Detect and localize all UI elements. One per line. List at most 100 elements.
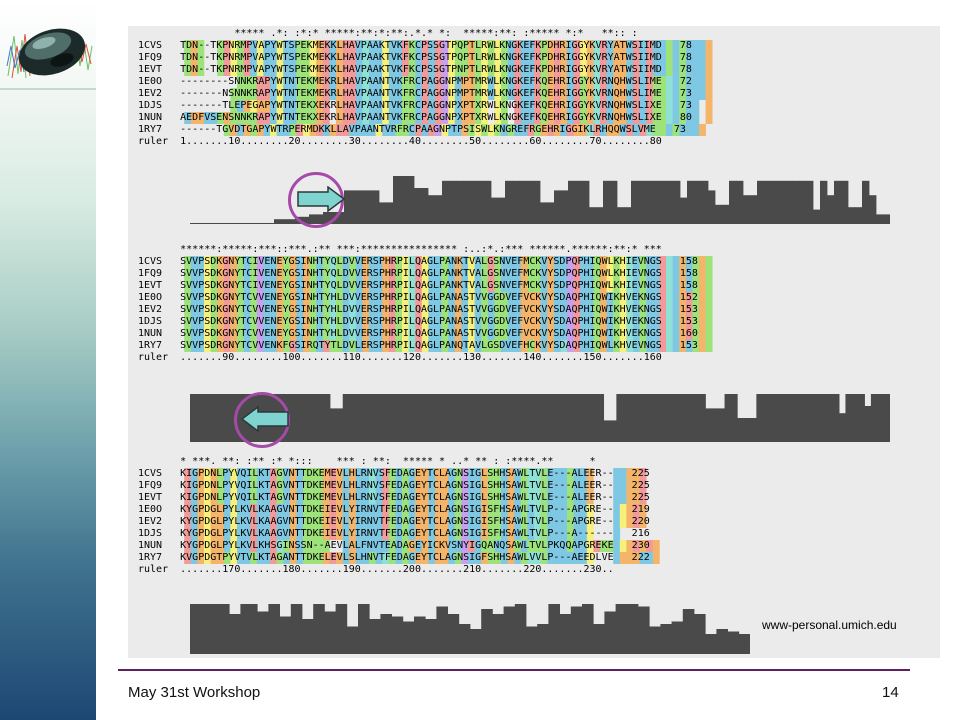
residue-cell [573,340,581,352]
residue-cell [454,304,462,316]
residue-cell [329,124,337,136]
residue-cell [435,100,442,112]
residue-cell [527,540,535,552]
residue-cell [560,292,568,304]
residue-cell [527,280,535,292]
residue-cell [408,52,416,64]
conservation-bar [520,604,527,654]
residue-cell [679,340,687,352]
residue-cell [184,64,192,76]
residue-cell [316,340,324,352]
conservation-bar [716,629,723,654]
residue-cell [540,516,548,528]
residue-cell [553,516,561,528]
residue-cell [494,492,502,504]
residue-cell [573,292,581,304]
conservation-bar [447,614,454,654]
residue-cell [573,468,581,480]
conservation-bar [464,624,471,654]
residue-cell [441,552,449,564]
residue-cell [223,516,231,528]
residue-cell [395,528,403,540]
residue-cell [454,552,462,564]
conservation-bar [841,180,849,224]
residue-cell [527,492,535,504]
residue-cell [454,504,462,516]
residue-cell [395,76,403,88]
residue-cell [197,40,205,52]
residue-cell [375,468,383,480]
residue-cell [375,40,383,52]
residue-cell [547,112,555,124]
conservation-bar [365,190,373,224]
residue-cell [560,88,568,100]
conservation-bar [626,604,633,654]
residue-cell [507,124,515,136]
residue-cell [448,52,456,64]
residue-cell [375,292,383,304]
residue-cell [560,316,568,328]
residue-cell [441,64,449,76]
conservation-bar [387,394,395,442]
residue-cell [527,256,535,268]
residue-cell [626,52,634,64]
residue-cell [652,88,660,100]
residue-cell [336,88,343,100]
residue-cell [461,100,469,112]
residue-cell [534,76,541,88]
residue-cell [586,40,594,52]
residue-cell [388,316,396,328]
residue-cell [256,480,264,492]
residue-cell [672,52,680,64]
residue-cell [547,504,555,516]
residue-cell [296,256,304,268]
residue-cell [342,540,350,552]
conservation-bar [509,606,516,654]
residue-cell [619,88,627,100]
residue-cell [659,316,667,328]
residue-cell [507,52,515,64]
residue-cell [408,124,416,136]
residue-cell [553,124,561,136]
residue-cell [408,100,416,112]
residue-cell [586,528,594,540]
residue-cell [296,328,304,340]
residue-cell [481,280,489,292]
residue-cell [289,468,297,480]
residue-cell [349,280,357,292]
residue-cell [322,340,330,352]
residue-cell [593,124,601,136]
conservation-bar [470,180,478,224]
residue-cell [652,76,660,88]
residue-cell [402,316,409,328]
residue-cell [468,76,475,88]
residue-cell [633,540,640,552]
residue-cell [435,504,442,516]
conservation-bar [845,394,853,442]
residue-cell [421,64,429,76]
residue-cell [309,40,317,52]
residue-cell [474,280,482,292]
residue-cell [487,64,495,76]
residue-cell [685,340,693,352]
conservation-bar [386,614,392,654]
residue-cell [184,40,192,52]
residue-cell [322,76,330,88]
residue-cell [507,504,515,516]
residue-cell [560,480,568,492]
residue-cell [606,328,614,340]
residue-cell [408,292,416,304]
residue-cell [375,100,383,112]
residue-cell [633,64,640,76]
residue-cell [223,504,231,516]
residue-cell [474,40,482,52]
residue-cell [369,88,376,100]
residue-cell [468,52,475,64]
conservation-bar [285,616,292,654]
residue-cell [659,52,667,64]
residue-cell [567,292,574,304]
residue-cell [474,504,482,516]
residue-cell [520,492,528,504]
residue-cell [402,100,409,112]
conservation-bar [686,394,694,442]
